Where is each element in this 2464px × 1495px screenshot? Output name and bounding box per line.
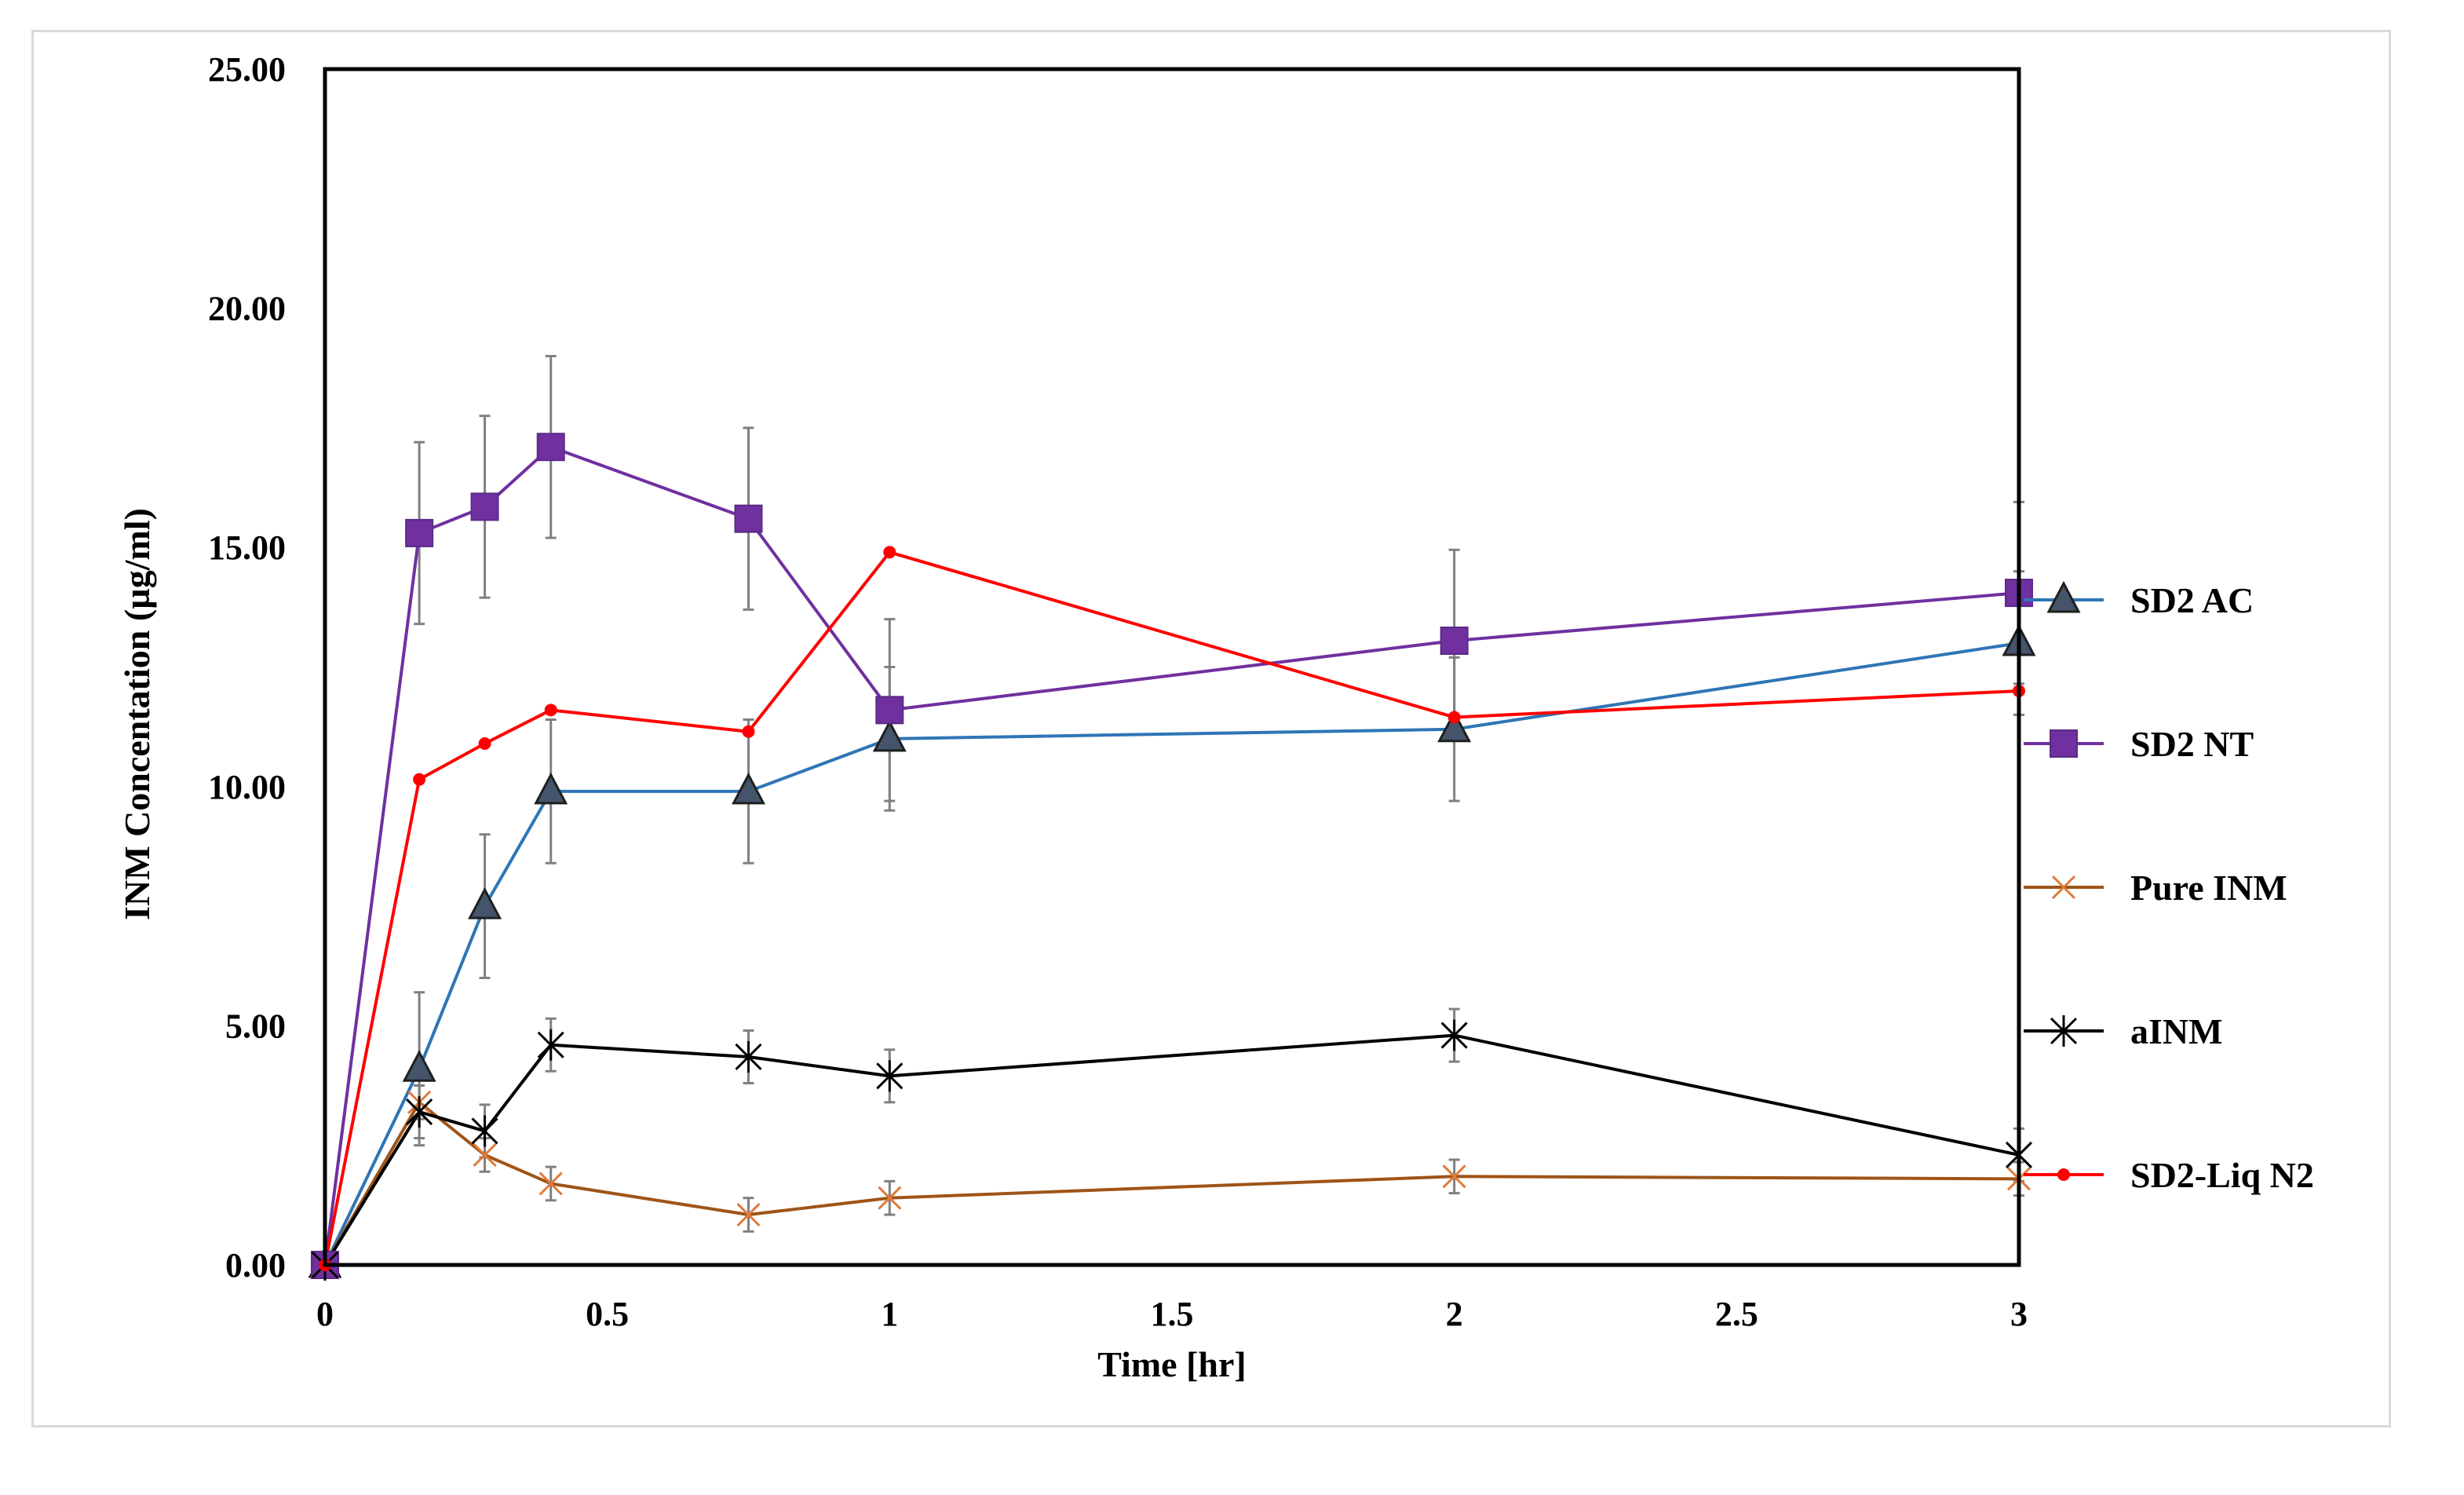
series-lines — [323, 445, 2020, 1267]
data-point-sd2-nt — [405, 518, 434, 547]
error-bars — [414, 355, 2024, 1233]
legend-label-sd2-ac: SD2 AC — [2130, 580, 2254, 620]
data-point-sd2-liq-n2 — [478, 737, 491, 750]
x-marker-stroke — [736, 1202, 761, 1227]
triangle-marker-shape — [1437, 710, 1472, 743]
y-tick-label: 10.00 — [208, 768, 286, 806]
legend-label-sd2-nt: SD2 NT — [2130, 724, 2254, 764]
data-point-ainm — [735, 1040, 762, 1073]
legend-marker-pure-inm — [2051, 875, 2076, 900]
data-point-ainm — [471, 1115, 498, 1147]
axis-ticks: 0.00 5.00 10.00 15.00 20.00 25.00 0 0.5 1 1.5 2 2.5… — [208, 50, 2028, 1333]
data-point-ainm — [406, 1096, 433, 1128]
legend-marker-sd2-liq-n2 — [2057, 1168, 2070, 1181]
legend-item-ainm: aINM — [2024, 1011, 2223, 1051]
series-line-sd2-ac — [323, 641, 2020, 1266]
data-point-sd2-nt — [470, 492, 499, 521]
x-marker-stroke — [2051, 875, 2076, 900]
data-point-pure-inm — [736, 1202, 761, 1227]
x-tick-label: 0 — [316, 1295, 334, 1333]
y-tick-label: 15.00 — [208, 528, 286, 567]
data-point-pure-inm — [473, 1142, 497, 1167]
chart-frame — [31, 30, 2391, 1427]
data-point-sd2-nt — [875, 696, 904, 725]
square-marker-shape — [1440, 626, 1469, 655]
data-point-sd2-nt — [734, 504, 763, 533]
x-tick-label: 3 — [2010, 1295, 2028, 1333]
data-point-sd2-liq-n2 — [883, 546, 896, 559]
circle-marker-shape — [1447, 711, 1461, 724]
data-point-sd2-nt — [536, 433, 565, 462]
legend-item-sd2-liq-n2: SD2-Liq N2 — [2024, 1155, 2314, 1195]
x-tick-label: 1.5 — [1151, 1295, 1194, 1333]
plot-area-border — [323, 67, 2021, 1267]
triangle-marker-shape — [402, 1050, 436, 1082]
data-point-pure-inm — [538, 1172, 563, 1196]
y-tick-label: 0.00 — [225, 1246, 286, 1285]
circle-marker-shape — [478, 737, 491, 750]
x-tick-label: 0.5 — [586, 1295, 629, 1333]
series-line-sd2-nt — [323, 445, 2020, 1266]
series-line-sd2-liq-n2 — [323, 550, 2020, 1266]
circle-marker-shape — [413, 773, 426, 786]
square-marker-shape — [405, 518, 434, 547]
square-marker-shape — [734, 504, 763, 533]
circle-marker-shape — [2057, 1168, 2070, 1181]
data-point-sd2-ac — [534, 772, 568, 805]
y-tick-label: 5.00 — [225, 1007, 286, 1045]
data-point-pure-inm — [1442, 1164, 1466, 1189]
circle-marker-shape — [544, 704, 557, 717]
square-marker-shape — [875, 696, 904, 725]
circle-marker-shape — [883, 546, 896, 559]
y-tick-label: 20.00 — [208, 290, 286, 328]
legend-item-pure-inm: Pure INM — [2024, 868, 2287, 908]
data-point-ainm — [537, 1029, 564, 1061]
legend-label-ainm: aINM — [2130, 1011, 2223, 1051]
data-point-sd2-ac — [468, 886, 502, 919]
x-marker-stroke — [538, 1172, 563, 1196]
series-markers — [308, 433, 2036, 1281]
x-marker-stroke — [473, 1142, 497, 1167]
data-point-sd2-ac — [732, 772, 765, 805]
legend-item-sd2-ac: SD2 AC — [2024, 580, 2254, 620]
data-point-sd2-liq-n2 — [544, 704, 557, 717]
square-marker-shape — [470, 492, 499, 521]
y-axis-title: INM Concentation (µg/ml) — [117, 508, 157, 920]
y-tick-label: 25.00 — [208, 50, 286, 89]
legend-label-sd2-liq-n2: SD2-Liq N2 — [2130, 1155, 2314, 1195]
data-point-pure-inm — [878, 1186, 902, 1210]
x-axis-title: Time [hr] — [1097, 1344, 1247, 1384]
data-point-ainm — [876, 1060, 903, 1092]
legend-marker-ainm — [2050, 1015, 2078, 1047]
x-tick-label: 2.5 — [1715, 1295, 1758, 1333]
data-point-sd2-ac — [402, 1050, 436, 1082]
data-point-sd2-ac — [872, 719, 907, 752]
x-marker-stroke — [1442, 1164, 1466, 1189]
triangle-marker-shape — [2046, 580, 2081, 613]
x-tick-label: 1 — [881, 1295, 898, 1333]
x-marker-stroke — [878, 1186, 902, 1210]
square-marker-shape — [536, 433, 565, 462]
data-point-sd2-liq-n2 — [413, 773, 426, 786]
triangle-marker-shape — [534, 772, 568, 805]
legend-marker-sd2-ac — [2046, 580, 2081, 613]
data-point-sd2-liq-n2 — [1447, 711, 1461, 724]
data-point-sd2-liq-n2 — [742, 725, 755, 738]
square-marker-shape — [2050, 729, 2078, 758]
legend-item-sd2-nt: SD2 NT — [2024, 724, 2254, 764]
legend-label-pure-inm: Pure INM — [2130, 868, 2287, 908]
triangle-marker-shape — [468, 886, 502, 919]
data-point-ainm — [1440, 1019, 1468, 1051]
x-tick-label: 2 — [1446, 1295, 1463, 1333]
series-line-ainm — [323, 1033, 2020, 1267]
data-point-sd2-nt — [1440, 626, 1469, 655]
circle-marker-shape — [742, 725, 755, 738]
legend-marker-sd2-nt — [2050, 729, 2078, 758]
triangle-marker-shape — [732, 772, 765, 805]
triangle-marker-shape — [872, 719, 907, 752]
series-line-pure-inm — [323, 1100, 2020, 1267]
data-point-sd2-ac — [1437, 710, 1472, 743]
legend: SD2 AC SD2 NT Pure INM aINM SD2-Liq N2 — [2024, 580, 2314, 1195]
